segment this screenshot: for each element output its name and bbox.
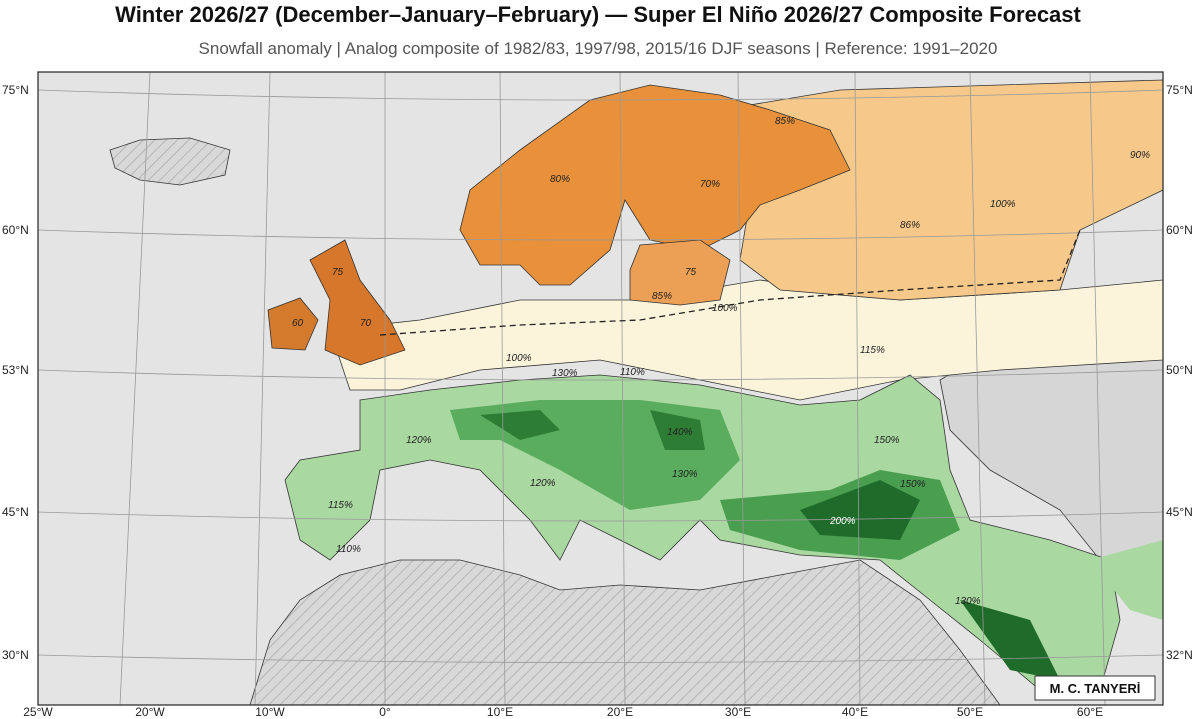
lon-label: 10°E <box>487 705 513 719</box>
lon-label: 60°E <box>1077 705 1103 719</box>
lon-label: 20°W <box>135 705 165 719</box>
contour-label: 60 <box>292 318 304 329</box>
contour-label: 90% <box>1130 150 1150 161</box>
contour-label: 120% <box>530 478 556 489</box>
contour-label: 80% <box>550 174 570 185</box>
contour-label: 140% <box>667 427 693 438</box>
lon-label: 40°E <box>842 705 868 719</box>
contour-100 <box>379 229 1081 336</box>
contour-label: 100% <box>990 199 1016 210</box>
contour-label: 70% <box>700 179 720 190</box>
north-africa <box>249 559 1001 705</box>
lat-labels-left: 75°N 60°N 53°N 45°N 30°N <box>2 83 29 662</box>
lat-label: 75°N <box>1166 83 1193 97</box>
contour-label: 75 <box>685 267 697 278</box>
map: 85% 90% 80% 70% 100% 86% 75 75 85% 100% … <box>38 72 1163 705</box>
contour-label: 75 <box>332 267 344 278</box>
lat-label: 53°N <box>2 363 29 377</box>
lon-label: 30°E <box>725 705 751 719</box>
high-anomaly <box>480 410 705 450</box>
graticule <box>38 72 1163 705</box>
lat-label: 30°N <box>2 648 29 662</box>
central-europe <box>329 279 1163 401</box>
contour-label: 85% <box>775 116 795 127</box>
contour-label: 150% <box>874 435 900 446</box>
lon-label: 10°W <box>255 705 285 719</box>
contour-label: 130% <box>955 596 981 607</box>
ireland <box>267 297 319 351</box>
contour-label: 200% <box>829 516 856 527</box>
scandinavia <box>459 84 851 286</box>
contour-label: 115% <box>328 500 353 511</box>
contour-label: 70 <box>360 318 372 329</box>
contour-label: 115% <box>860 345 885 356</box>
lat-label: 50°N <box>1166 363 1193 377</box>
contour-labels: 85% 90% 80% 70% 100% 86% 75 75 85% 100% … <box>292 116 1150 607</box>
lat-label: 45°N <box>1166 505 1193 519</box>
contour-label: 85% <box>652 291 672 302</box>
contour-label: 130% <box>672 469 698 480</box>
east-green <box>1090 540 1163 620</box>
lat-label: 45°N <box>2 505 29 519</box>
contour-label: 130% <box>552 368 578 379</box>
great-britain <box>309 239 406 366</box>
peak-anomaly <box>800 480 1060 680</box>
lat-labels-right: 75°N 60°N 50°N 45°N 32°N <box>1166 83 1193 662</box>
contour-label: 110% <box>336 544 361 555</box>
subtitle: Snowfall anomaly | Analog composite of 1… <box>199 39 998 58</box>
lon-label: 50°E <box>957 705 983 719</box>
lat-label: 75°N <box>2 83 29 97</box>
contour-label: 110% <box>620 367 645 378</box>
lat-label: 32°N <box>1166 648 1193 662</box>
lat-label: 60°N <box>2 223 29 237</box>
contour-label: 100% <box>712 303 738 314</box>
map-frame <box>37 71 1164 706</box>
baltics <box>629 239 731 306</box>
contour-label: 120% <box>406 435 432 446</box>
lon-labels: 25°W 20°W 10°W 0° 10°E 20°E 30°E 40°E 50… <box>23 705 1103 719</box>
credit-box <box>1034 675 1156 701</box>
lon-label: 25°W <box>23 705 53 719</box>
lat-label: 60°N <box>1166 223 1193 237</box>
lon-label: 20°E <box>607 705 633 719</box>
southern-europe <box>284 374 1121 691</box>
iceland <box>109 137 231 186</box>
contour-label: 86% <box>900 220 920 231</box>
credit: M. C. TANYERİ <box>1050 681 1141 696</box>
lon-label: 0° <box>379 705 391 719</box>
contour-label: 150% <box>900 479 926 490</box>
title: Winter 2026/27 (December–January–Februar… <box>115 2 1081 27</box>
contour-label: 100% <box>506 353 532 364</box>
